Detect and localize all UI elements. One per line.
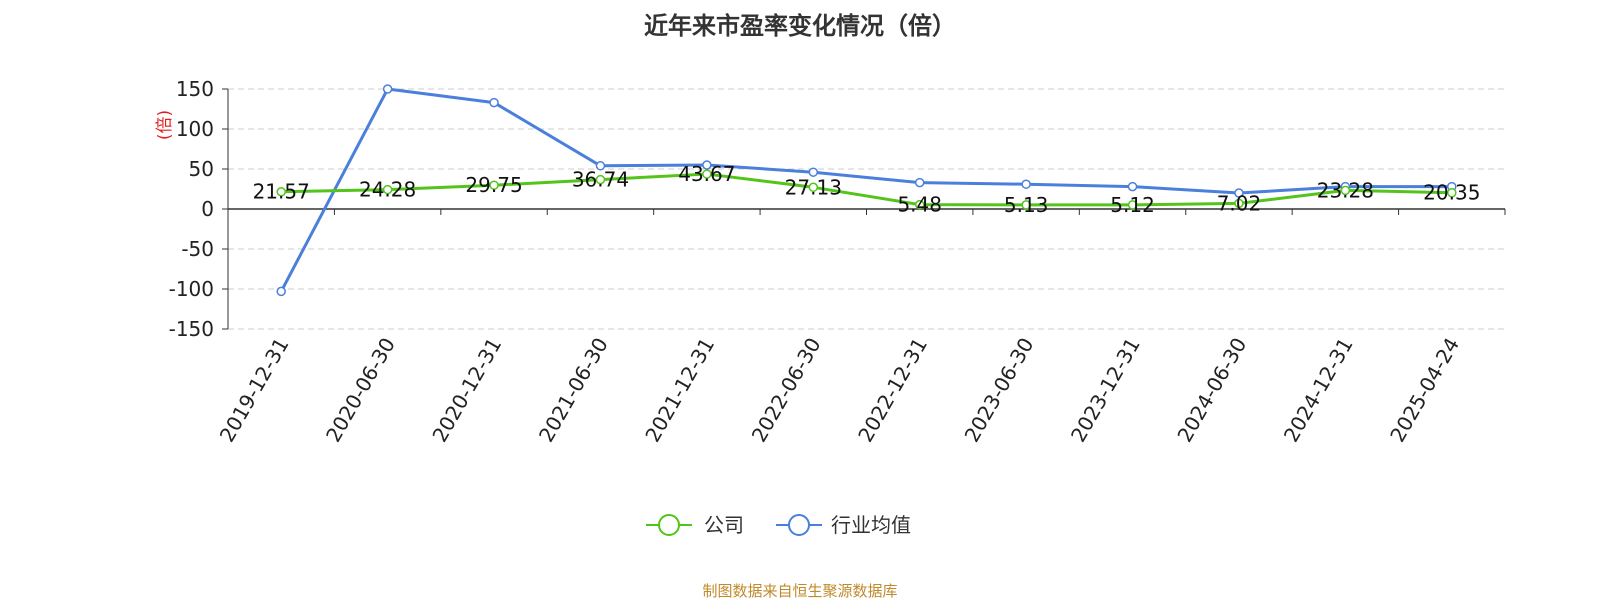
- data-point: [595, 174, 606, 185]
- data-label: 20.35: [1423, 181, 1480, 205]
- chart-title: 近年来市盈率变化情况（倍）: [644, 12, 956, 40]
- data-point: [276, 186, 286, 197]
- data-point: [1127, 181, 1138, 192]
- y-tick-label: -150: [169, 317, 214, 341]
- x-tick-label: 2022-12-31: [853, 334, 932, 447]
- legend-label: 公司: [704, 513, 744, 537]
- data-labels: 21.57 24.28 29.75 36.74 43.67 27.13 5.48 5.13 5.…: [253, 162, 1481, 217]
- data-point: [1021, 200, 1031, 210]
- y-tick-label: 100: [176, 117, 214, 141]
- legend-item-industry-average[interactable]: 行业均值: [776, 513, 911, 537]
- data-point: [702, 169, 712, 179]
- legend-item-company[interactable]: 公司: [646, 513, 744, 537]
- data-point: [276, 286, 286, 297]
- data-point: [1447, 187, 1457, 198]
- data-label: 5.12: [1110, 193, 1155, 217]
- data-label: 24.28: [359, 178, 416, 202]
- data-point: [489, 180, 499, 190]
- data-point: [702, 160, 712, 170]
- grid-lines: [228, 88, 1505, 330]
- axes: 150 100 50 0 -50 -100 -150 (倍) 2019-12-31 2020-06…: [155, 77, 1506, 447]
- y-tick-label: -100: [169, 277, 214, 301]
- data-label: 23.28: [1317, 178, 1374, 202]
- data-label: 29.75: [465, 173, 522, 197]
- legend[interactable]: 公司 行业均值: [646, 513, 911, 537]
- y-tick-label: 50: [189, 157, 214, 181]
- x-tick-label: 2023-12-31: [1066, 334, 1145, 447]
- x-tick-label: 2024-06-30: [1172, 334, 1251, 447]
- data-label: 36.74: [572, 168, 629, 192]
- data-point: [914, 199, 925, 210]
- series-line-company: [281, 172, 1452, 207]
- x-tick-label: 2021-12-31: [640, 334, 719, 447]
- data-point: [595, 161, 606, 171]
- legend-label: 行业均值: [831, 513, 911, 537]
- data-source-note: 制图数据来自恒生聚源数据库: [702, 582, 898, 600]
- x-tick-label: 2025-04-24: [1385, 334, 1464, 447]
- x-tick-label: 2020-06-30: [321, 334, 400, 447]
- data-point: [1021, 179, 1031, 189]
- legend-marker: [788, 514, 810, 536]
- x-tick-label: 2021-06-30: [534, 334, 613, 447]
- data-point: [1234, 188, 1244, 198]
- data-point: [808, 167, 819, 177]
- data-point: [1340, 185, 1351, 196]
- data-label: 7.02: [1217, 191, 1262, 215]
- y-tick-label: -50: [181, 237, 214, 261]
- legend-marker: [658, 514, 680, 536]
- data-point: [1127, 200, 1138, 210]
- data-point: [382, 184, 393, 195]
- series-lines: [276, 84, 1457, 297]
- x-tick-label: 2024-12-31: [1279, 334, 1358, 447]
- x-tick-label: 2023-06-30: [960, 334, 1039, 447]
- data-label: 21.57: [253, 180, 310, 204]
- data-label: 43.67: [678, 162, 735, 186]
- x-tick-label: 2022-06-30: [747, 334, 826, 447]
- data-label: 5.48: [897, 193, 942, 217]
- data-label: 27.13: [785, 175, 842, 199]
- series-line-industry-average: [279, 87, 1452, 293]
- data-point: [1234, 198, 1244, 209]
- x-tick-label: 2020-12-31: [427, 334, 506, 447]
- y-axis-title: (倍): [155, 110, 175, 140]
- data-point: [489, 97, 499, 108]
- data-point: [914, 177, 925, 188]
- y-tick-label: 150: [176, 77, 214, 101]
- y-tick-label: 0: [201, 197, 214, 221]
- data-label: 5.13: [1004, 193, 1049, 217]
- data-point: [808, 182, 819, 193]
- data-point: [382, 84, 393, 94]
- x-tick-label: 2019-12-31: [215, 334, 294, 447]
